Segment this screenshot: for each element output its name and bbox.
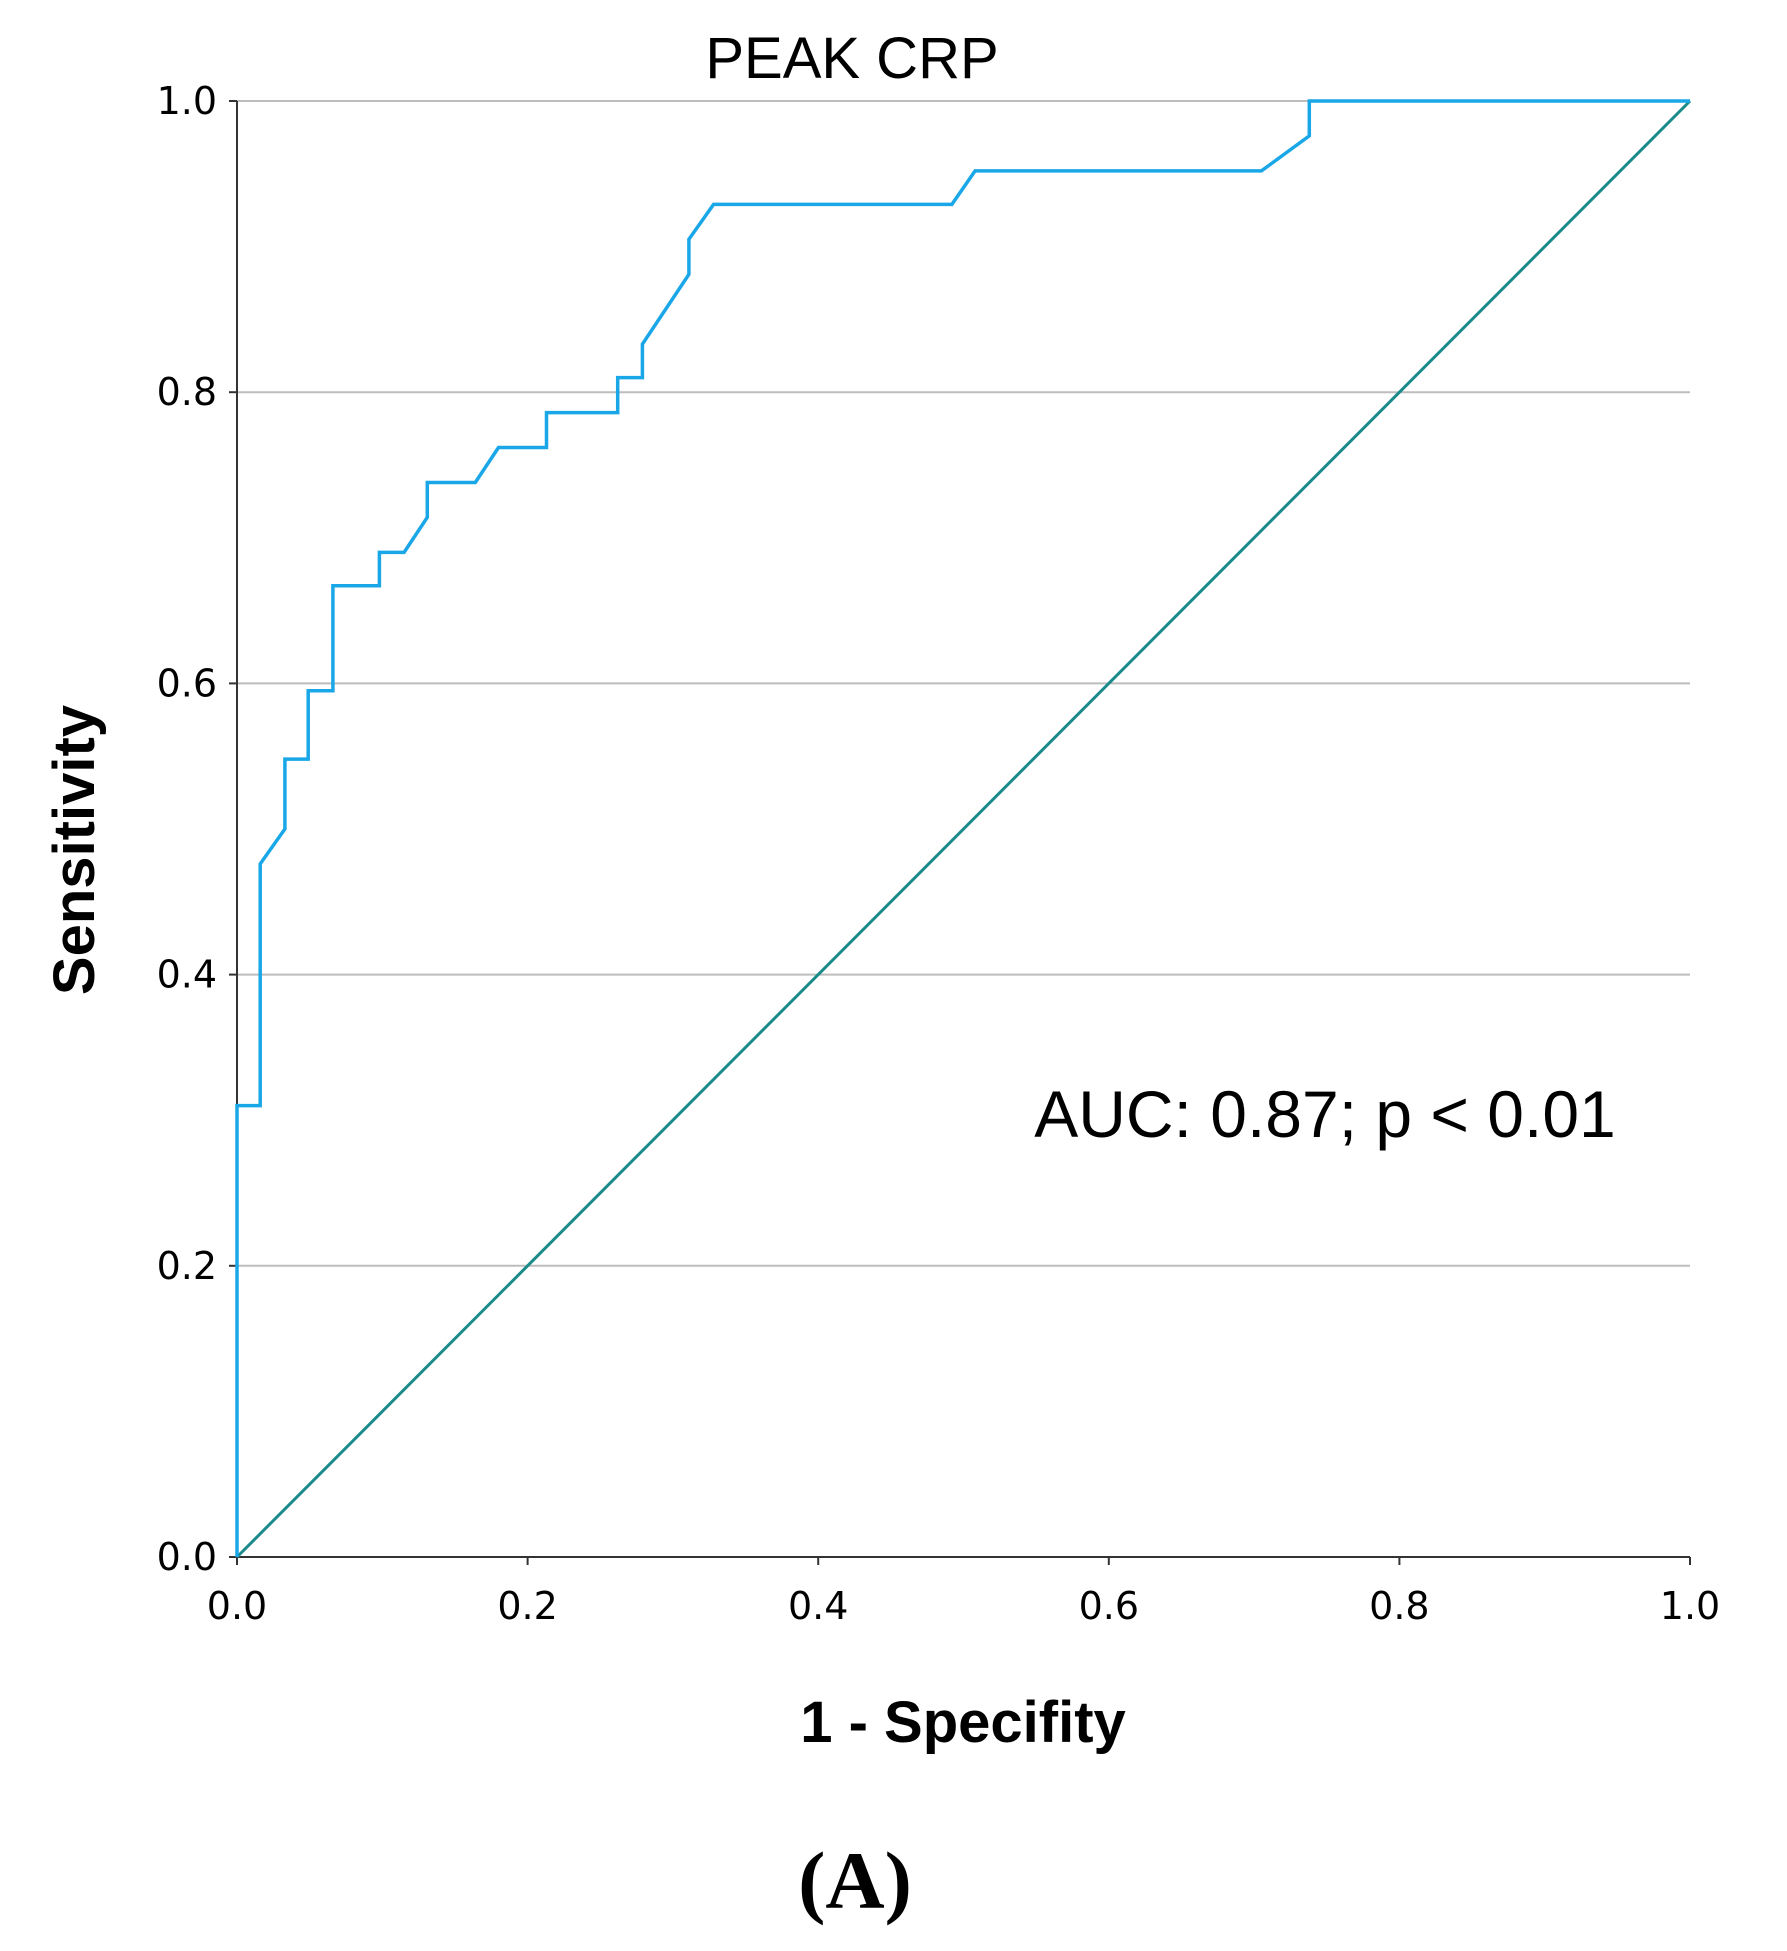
roc-curve-line: [235, 99, 1690, 1557]
y-tick-label: 0.4: [157, 953, 217, 997]
y-tick-label: 1.0: [157, 79, 217, 123]
y-tick-label: 0.0: [157, 1535, 217, 1579]
y-tick-label: 0.2: [157, 1244, 217, 1288]
x-tick-labels: 0.0 0.2 0.4 0.6 0.8 1.0: [207, 1557, 1720, 1628]
x-tick-label: 0.0: [207, 1584, 267, 1628]
panel-label: (A): [798, 1835, 912, 1926]
auc-annotation: AUC: 0.87; p < 0.01: [1034, 1077, 1616, 1151]
gridlines: [237, 100, 1690, 1267]
reference-diagonal-line: [235, 99, 1692, 1559]
x-tick-label: 0.2: [497, 1584, 557, 1628]
y-tick-label: 0.8: [157, 370, 217, 414]
x-tick-label: 0.6: [1079, 1584, 1139, 1628]
y-tick-label: 0.6: [157, 661, 217, 705]
chart-title: PEAK CRP: [705, 26, 998, 91]
x-tick-label: 0.4: [788, 1584, 848, 1628]
y-axis-label: Sensitivity: [42, 705, 107, 995]
series: [235, 99, 1692, 1559]
x-axis-label: 1 - Specifity: [800, 1690, 1126, 1755]
x-tick-label: 1.0: [1660, 1584, 1720, 1628]
x-tick-label: 0.8: [1369, 1584, 1429, 1628]
y-tick-labels: 0.0 0.2 0.4 0.6 0.8 1.0: [157, 79, 237, 1579]
